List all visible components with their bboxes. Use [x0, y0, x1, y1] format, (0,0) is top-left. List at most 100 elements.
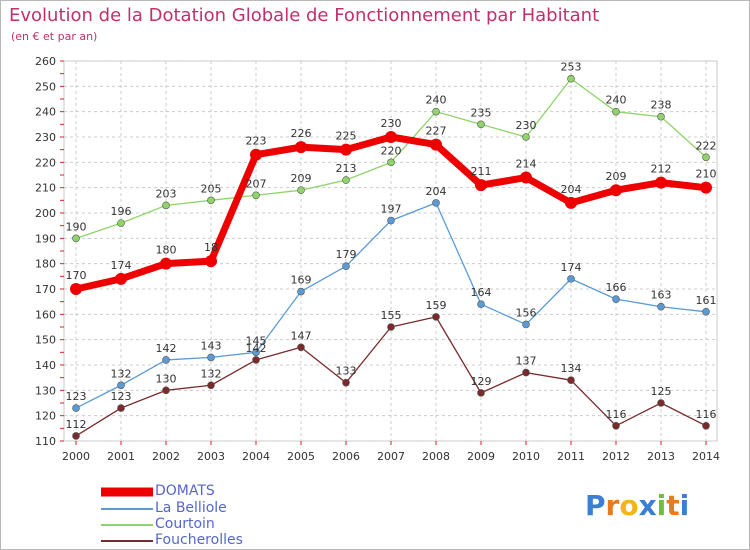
data-point-foucherolles — [702, 421, 710, 430]
data-label-domats: 180 — [156, 244, 177, 257]
data-label-domats: 225 — [336, 130, 357, 143]
chart-subtitle: (en € et par an) — [11, 30, 98, 43]
data-point-courtoin — [252, 191, 260, 200]
data-label-courtoin: 238 — [651, 99, 672, 112]
data-point-courtoin — [477, 120, 485, 129]
data-label-domats: 227 — [426, 125, 447, 138]
data-label-courtoin: 205 — [201, 182, 222, 195]
y-tick-label: 200 — [35, 207, 56, 220]
data-point-domats — [115, 272, 127, 285]
data-label-la-belliole: 174 — [561, 261, 582, 274]
data-label-domats: 170 — [66, 269, 87, 282]
x-tick-label: 2011 — [557, 450, 585, 463]
data-point-domats — [430, 138, 442, 151]
data-point-foucherolles — [432, 313, 440, 321]
x-tick-label: 2002 — [152, 450, 180, 463]
data-label-courtoin: 209 — [291, 172, 312, 185]
data-point-courtoin — [702, 153, 710, 162]
data-point-la-belliole — [72, 404, 80, 412]
y-tick-label: 230 — [35, 131, 56, 144]
y-tick-label: 130 — [35, 384, 56, 397]
x-tick-label: 2005 — [287, 450, 315, 463]
data-label-domats: 226 — [291, 127, 312, 140]
data-label-domats: 209 — [606, 170, 627, 183]
legend-label-courtoin: Courtoin — [155, 516, 215, 532]
x-tick-label: 2007 — [377, 450, 405, 463]
data-point-courtoin — [522, 133, 530, 141]
data-label-courtoin: 213 — [336, 162, 357, 175]
legend-label-domats: DOMATS — [155, 483, 215, 499]
legend-label-la-belliole: La Belliole — [155, 500, 227, 516]
data-label-la-belliole: 197 — [381, 203, 402, 216]
data-label-la-belliole: 169 — [291, 274, 312, 287]
data-point-domats — [250, 148, 262, 161]
data-label-la-belliole: 163 — [651, 289, 672, 302]
data-point-courtoin — [162, 201, 170, 210]
legend-label-foucherolles: Foucherolles — [155, 532, 243, 548]
series-lines — [70, 74, 712, 440]
data-label-courtoin: 196 — [111, 205, 132, 218]
data-label-la-belliole: 179 — [336, 248, 357, 261]
data-label-la-belliole: 164 — [471, 286, 492, 299]
data-point-la-belliole — [207, 353, 215, 362]
x-tick-label: 2003 — [197, 450, 225, 463]
data-point-courtoin — [342, 176, 350, 184]
y-tick-label: 160 — [35, 308, 56, 321]
data-label-domats: 204 — [561, 183, 582, 196]
x-tick-label: 2000 — [62, 450, 90, 463]
y-tick-label: 180 — [35, 258, 56, 271]
data-point-domats — [655, 176, 667, 189]
y-tick-label: 120 — [35, 410, 56, 423]
data-point-foucherolles — [117, 404, 125, 412]
data-point-courtoin — [387, 158, 395, 167]
data-point-foucherolles — [567, 376, 575, 385]
x-tick-label: 2014 — [692, 450, 720, 463]
y-tick-label: 260 — [35, 55, 56, 68]
data-point-la-belliole — [432, 199, 440, 207]
data-point-domats — [205, 255, 217, 268]
data-label-courtoin: 253 — [561, 61, 582, 74]
y-tick-label: 110 — [35, 435, 56, 448]
data-label-domats: 18 — [204, 241, 218, 254]
data-label-foucherolles: 159 — [426, 299, 447, 312]
data-point-la-belliole — [657, 302, 665, 311]
data-label-la-belliole: 156 — [516, 306, 537, 319]
x-tick-label: 2009 — [467, 450, 495, 463]
data-point-foucherolles — [297, 343, 305, 352]
data-label-courtoin: 240 — [606, 94, 627, 107]
data-label-courtoin: 222 — [696, 139, 717, 152]
data-label-courtoin: 230 — [516, 119, 537, 132]
x-axis-ticks: 2000 2001 2002 2003 2004 2005 2006 2007 2008 2009… — [62, 441, 720, 463]
data-point-domats — [70, 283, 82, 295]
data-label-domats: 223 — [246, 135, 267, 148]
data-point-courtoin — [297, 186, 305, 194]
data-point-domats — [565, 196, 577, 209]
data-label-domats: 212 — [651, 163, 672, 176]
data-label-foucherolles: 132 — [201, 367, 222, 380]
data-label-courtoin: 235 — [471, 106, 492, 119]
proxiti-logo: Proxiti — [585, 489, 690, 522]
data-point-courtoin — [567, 74, 575, 83]
data-point-la-belliole — [162, 356, 170, 364]
y-tick-label: 240 — [35, 106, 56, 119]
data-point-courtoin — [657, 112, 665, 121]
data-point-domats — [520, 171, 532, 184]
data-label-la-belliole: 204 — [426, 185, 447, 198]
data-point-foucherolles — [522, 368, 530, 377]
data-point-foucherolles — [612, 421, 620, 430]
y-axis-ticks: 110 120 130 140 150 160 170 180 190 200 210 220 230 2… — [35, 55, 64, 448]
data-point-courtoin — [72, 234, 80, 243]
data-point-domats — [475, 179, 487, 192]
data-point-la-belliole — [612, 295, 620, 303]
data-label-foucherolles: 142 — [246, 342, 267, 355]
data-label-la-belliole: 143 — [201, 339, 222, 352]
data-label-foucherolles: 112 — [66, 418, 87, 431]
data-label-domats: 230 — [381, 117, 402, 130]
data-point-courtoin — [207, 196, 215, 205]
data-label-foucherolles: 129 — [471, 375, 492, 388]
data-label-courtoin: 240 — [426, 94, 447, 107]
data-point-la-belliole — [702, 307, 710, 316]
data-label-foucherolles: 147 — [291, 329, 312, 342]
